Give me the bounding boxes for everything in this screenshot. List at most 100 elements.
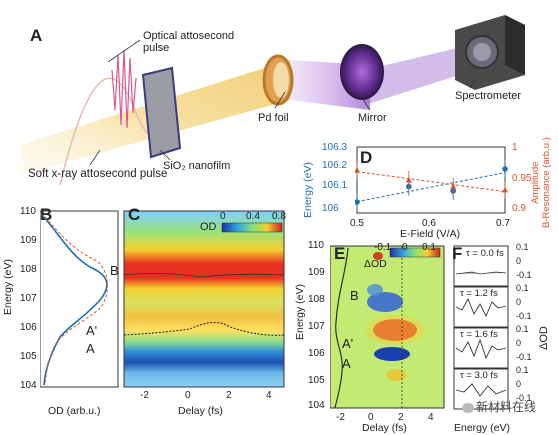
e-peak-b: B <box>350 288 359 303</box>
e-xtick: 2 <box>398 412 404 423</box>
c-upper-contour <box>123 273 285 278</box>
f-rtick: 0 <box>516 379 522 389</box>
d-xtick: 0.7 <box>496 218 510 229</box>
c-lower-contour <box>123 322 285 336</box>
b-ytick: 109 <box>20 235 37 246</box>
d-left-tick: 106.2 <box>322 160 348 171</box>
panel-f-letter: F <box>452 244 463 263</box>
nanofilm-plate <box>141 66 182 159</box>
panel-f-ylabel: ΔOD <box>538 326 550 350</box>
d-energy-point <box>502 166 508 172</box>
c-xtick: 2 <box>226 390 232 401</box>
panel-c-letter: C <box>128 205 141 224</box>
d-energy-point <box>355 199 360 205</box>
c-cbar-tick: 0.4 <box>246 211 260 222</box>
setup-illustration <box>20 15 525 186</box>
panel-c: C OD 0 0.4 0.8 -2 0 2 4 Delay (fs) <box>120 205 295 435</box>
d-amplitude-point <box>405 177 412 183</box>
beam-to-spectrometer <box>365 45 475 105</box>
e-xtick: -2 <box>336 412 345 423</box>
e-xtick: 4 <box>428 412 434 423</box>
panel-a-letter: A <box>30 26 43 45</box>
d-fit-line-0 <box>356 172 506 203</box>
f-tau-3: τ = 3.0 fs <box>460 370 498 381</box>
optical-pulse-label: Optical attosecond pulse <box>143 30 235 54</box>
f-tau-1: τ = 1.2 fs <box>460 288 498 299</box>
e-ytick: 105 <box>308 375 325 386</box>
panel-b-xlabel: OD (arb.u.) <box>48 405 101 417</box>
f-rtick: 0.1 <box>516 324 529 334</box>
f-trace-3 <box>455 383 507 397</box>
optical-pulse-wave <box>111 49 137 129</box>
c-colorbar-label: OD <box>200 221 217 233</box>
e-ytick: 109 <box>308 267 325 278</box>
b-ytick: 104 <box>20 380 37 391</box>
f-rtick: 0.1 <box>516 365 529 375</box>
c-colorbar <box>221 222 283 233</box>
f-rtick: -0.1 <box>516 393 532 403</box>
d-amplitude-point <box>355 167 360 173</box>
panel-d-letter: D <box>360 148 373 167</box>
f-tau-2: τ = 1.6 fs <box>460 329 498 340</box>
e-cbar-tick: 0 <box>402 242 408 253</box>
d-fit-line-1 <box>356 171 506 193</box>
wechat-icon <box>462 402 474 413</box>
panel-d-plot <box>355 146 508 214</box>
e-peak-aprime: A' <box>342 336 354 351</box>
panel-e-heatmap <box>330 245 445 409</box>
panel-d-xlabel: E-Field (V/A) <box>400 228 461 240</box>
f-rtick: 0 <box>516 256 522 266</box>
panel-e: Energy (eV) 110 109 108 107 106 105 104 … <box>290 240 450 435</box>
b-ytick: 106 <box>20 322 37 333</box>
watermark: 新材料在线 <box>462 398 536 415</box>
e-cbar-tick: 0.1 <box>422 242 436 253</box>
e-peak-a: A <box>342 356 351 371</box>
d-amplitude-point <box>450 183 457 190</box>
e-colorbar-label: ΔOD <box>364 258 387 270</box>
b-ytick: 107 <box>20 293 37 304</box>
f-tau-0: τ = 0.0 fs <box>466 248 504 259</box>
panel-b-plot <box>40 210 119 388</box>
d-frame <box>356 146 506 214</box>
panel-e-letter: E <box>334 244 346 263</box>
d-xtick: 0.5 <box>350 218 364 229</box>
panel-c-xlabel: Delay (fs) <box>178 405 223 417</box>
f-trace-1 <box>455 297 507 318</box>
d-right-tick: 0.9 <box>512 203 526 214</box>
c-xtick: 4 <box>266 390 272 401</box>
d-xtick: 0.6 <box>422 218 436 229</box>
f-trace-2 <box>455 338 507 360</box>
b-peak-b: B <box>110 263 119 278</box>
f-rtick: 0 <box>516 338 522 348</box>
panel-e-xlabel: Delay (fs) <box>362 422 407 434</box>
b-peak-aprime: A' <box>86 323 98 338</box>
e-ytick: 106 <box>308 348 325 359</box>
c-xtick: -2 <box>140 390 149 401</box>
f-trace-0 <box>455 271 507 275</box>
f-rtick: -0.1 <box>516 311 532 321</box>
pd-foil-label: Pd foil <box>258 112 289 124</box>
d-right-tick: 0.95 <box>512 173 532 184</box>
b-od-curve-dashed <box>44 216 108 386</box>
panel-e-ylabel: Energy (eV) <box>294 283 306 340</box>
e-od-overlay <box>334 247 349 409</box>
e-ytick: 107 <box>308 321 325 332</box>
b-ytick: 105 <box>20 351 37 362</box>
soft-xray-label: Soft x-ray attosecond pulse <box>28 168 168 180</box>
panel-f: F τ = 0.0 fs τ = 1.2 fs τ = 1.6 fs τ = 3… <box>450 240 558 435</box>
f-rtick: 0 <box>516 297 522 307</box>
panel-f-xlabel: Energy (eV) <box>454 422 511 434</box>
b-peak-a: A <box>86 341 95 356</box>
panel-b: B Energy (eV) 110 109 108 107 106 105 10… <box>0 205 120 435</box>
panel-d-ylabel-right: Amplitude B-Resonance (arb.u.) <box>530 137 552 228</box>
e-ytick: 108 <box>308 294 325 305</box>
d-left-tick: 106.1 <box>322 180 348 191</box>
spectrometer-label: Spectrometer <box>455 90 522 102</box>
panel-c-heatmap <box>123 210 285 388</box>
panel-d: D Energy (eV) 106.3 106.2 106.1 106 1 0.… <box>300 137 558 240</box>
panel-b-letter: B <box>40 205 53 224</box>
mirror-label: Mirror <box>358 112 387 124</box>
f-rtick: 0.1 <box>516 283 529 293</box>
mirror-disk <box>340 44 384 100</box>
watermark-text: 新材料在线 <box>476 400 537 414</box>
